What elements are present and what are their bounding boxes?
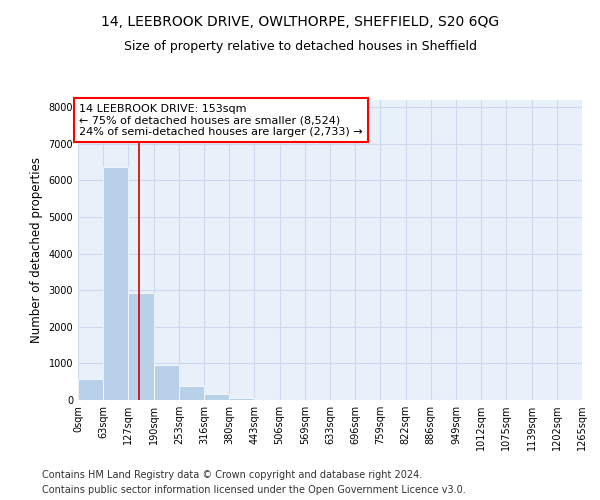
Bar bbox=[103, 166, 128, 400]
Text: Size of property relative to detached houses in Sheffield: Size of property relative to detached ho… bbox=[124, 40, 476, 53]
Bar bbox=[128, 293, 154, 400]
Text: 14 LEEBROOK DRIVE: 153sqm
← 75% of detached houses are smaller (8,524)
24% of se: 14 LEEBROOK DRIVE: 153sqm ← 75% of detac… bbox=[79, 104, 363, 137]
Text: Contains HM Land Registry data © Crown copyright and database right 2024.: Contains HM Land Registry data © Crown c… bbox=[42, 470, 422, 480]
Bar bbox=[179, 386, 204, 400]
Bar bbox=[204, 394, 229, 400]
Bar bbox=[154, 365, 179, 400]
Bar bbox=[78, 379, 103, 400]
Bar bbox=[229, 398, 254, 400]
Text: 14, LEEBROOK DRIVE, OWLTHORPE, SHEFFIELD, S20 6QG: 14, LEEBROOK DRIVE, OWLTHORPE, SHEFFIELD… bbox=[101, 15, 499, 29]
Y-axis label: Number of detached properties: Number of detached properties bbox=[30, 157, 43, 343]
Text: Contains public sector information licensed under the Open Government Licence v3: Contains public sector information licen… bbox=[42, 485, 466, 495]
